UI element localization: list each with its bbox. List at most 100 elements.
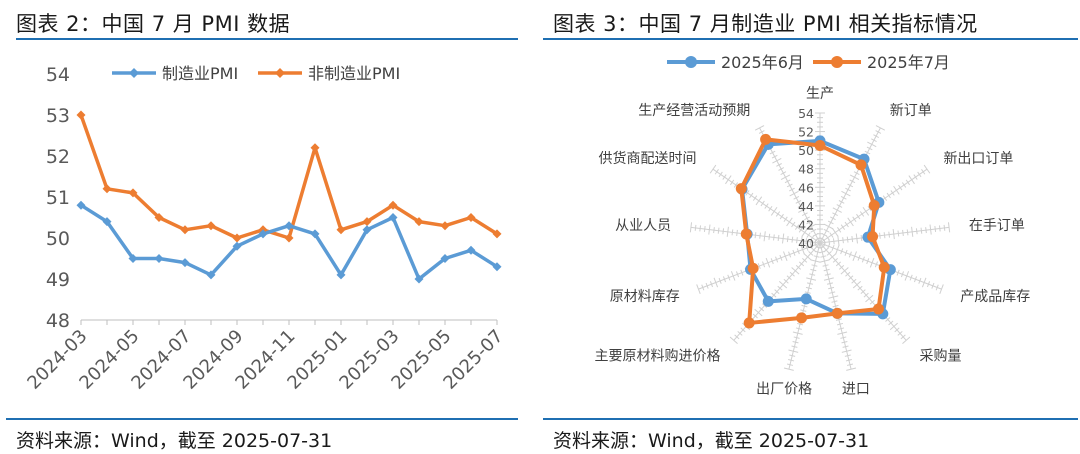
radar-spoke-tick (931, 282, 935, 289)
radar-spoke-tick (718, 277, 722, 284)
radar-spoke-tick (845, 359, 852, 362)
data-point-non-manufacturing-pmi (232, 233, 242, 243)
radar-spoke-tick (904, 271, 910, 281)
radar-spoke-tick (718, 171, 723, 178)
radar-point-july (743, 317, 755, 329)
radar-spoke-tick (800, 309, 807, 312)
radar-spoke-tick (701, 284, 705, 291)
radar-spoke-tick (714, 169, 719, 175)
radar-spoke-tick (780, 174, 791, 180)
radar-spoke-tick (873, 134, 879, 138)
radar-spoke-tick (806, 223, 817, 230)
radar-spoke-tick (778, 281, 788, 289)
radar-spoke-tick (760, 200, 765, 207)
radar-category-label: 新订单 (890, 103, 932, 119)
radar-point-july (831, 307, 843, 319)
radar-spoke-tick (869, 299, 875, 305)
radar-spoke-tick (722, 228, 725, 235)
radar-category-label: 原材料库存 (610, 289, 680, 305)
radar-point-july (760, 133, 772, 145)
radar-spoke-tick (828, 286, 835, 290)
radar-spoke-tick (805, 244, 809, 251)
radar-spoke-tick (875, 130, 882, 134)
radar-spoke-tick (893, 185, 900, 195)
radar-spoke-tick (852, 251, 857, 262)
radar-spoke-tick (831, 300, 838, 303)
radar-spoke-tick (915, 228, 918, 235)
data-point-non-manufacturing-pmi (206, 221, 216, 231)
radar-spoke-tick (923, 164, 931, 174)
radar-spoke-tick (745, 190, 750, 196)
radar-spoke-tick (835, 318, 842, 321)
radar-spoke-tick (786, 217, 793, 227)
radar-spoke-tick (860, 289, 866, 295)
y-tick-label: 50 (46, 228, 70, 250)
radar-spoke-tick (768, 233, 771, 240)
radar-spoke-tick (828, 253, 837, 261)
radar-spoke-tick (894, 327, 900, 333)
radar-spoke-tick (935, 284, 939, 291)
radar-spoke-tick (805, 286, 812, 290)
data-point-manufacturing-pmi (310, 229, 320, 239)
radar-spoke-tick (771, 154, 778, 159)
radar-spoke-tick (783, 216, 788, 223)
radar-spoke-tick (769, 150, 776, 155)
radar-point-july (878, 261, 890, 273)
radar-spoke-tick (771, 292, 777, 298)
radar-spoke-tick (754, 308, 763, 317)
radar-spoke-tick (802, 258, 808, 263)
radar-spoke-tick (783, 367, 794, 371)
radar-spoke-tick (730, 271, 736, 281)
radar-spoke-tick (851, 278, 857, 284)
radar-spoke-tick (805, 238, 808, 245)
radar-spoke-tick (812, 232, 819, 237)
radar-spoke-tick (709, 164, 717, 174)
radar-spoke-tick (846, 363, 854, 366)
radar-spoke-tick (726, 226, 729, 237)
data-point-non-manufacturing-pmi (336, 225, 346, 235)
radar-spoke-tick (867, 205, 872, 212)
radar-spoke-tick (813, 255, 820, 258)
radar-spoke-tick (848, 251, 852, 258)
radar-spoke-tick (823, 268, 830, 272)
radar-spoke-tick (902, 229, 904, 236)
radar-spoke-tick (862, 206, 870, 216)
radar-spoke-tick (734, 334, 740, 340)
left-figure-panel: 图表 2：中国 7 月 PMI 数据 48 49 50 51 52 53 54 2024-03… (0, 0, 520, 454)
radar-spoke-tick (844, 249, 848, 256)
radar-spoke-tick (859, 211, 865, 217)
radar-spoke-tick (758, 130, 765, 134)
radar-spoke-tick (838, 264, 845, 270)
radar-spoke-tick (786, 275, 792, 281)
radar-category-label: 出厂价格 (756, 382, 812, 398)
radar-spoke-tick (705, 282, 709, 289)
radar-spoke-tick (783, 278, 789, 284)
radar-spoke-tick (831, 244, 835, 251)
y-tick-label: 53 (46, 105, 70, 127)
radar-spoke-tick (918, 277, 922, 284)
radar-spoke-tick (752, 195, 758, 201)
radar-spoke-tick (786, 363, 794, 366)
data-point-non-manufacturing-pmi (414, 217, 424, 227)
radar-spoke-tick (847, 183, 854, 188)
radar-spoke-tick (740, 269, 744, 276)
radar-spoke-tick (832, 304, 839, 308)
radar-spoke-tick (809, 273, 816, 276)
radar-spoke-tick (911, 226, 914, 237)
radar-spoke-tick (779, 254, 783, 261)
left-source-rule (6, 418, 518, 420)
data-point-manufacturing-pmi (76, 200, 86, 210)
radar-spoke-tick (791, 345, 798, 348)
radar-spoke-tick (800, 244, 805, 255)
radar-spoke-tick (929, 224, 932, 235)
right-source-rule (543, 418, 1078, 420)
radar-spoke-tick (890, 190, 895, 196)
radar-spoke-tick (827, 220, 834, 225)
radar-spoke-tick (811, 264, 818, 267)
right-title-rule (543, 38, 1078, 40)
data-point-non-manufacturing-pmi (362, 217, 372, 227)
radar-spoke-tick (801, 228, 808, 237)
radar-spoke-tick (736, 229, 738, 236)
radar-spoke-tick (798, 207, 808, 213)
radar-spoke-tick (900, 271, 905, 278)
